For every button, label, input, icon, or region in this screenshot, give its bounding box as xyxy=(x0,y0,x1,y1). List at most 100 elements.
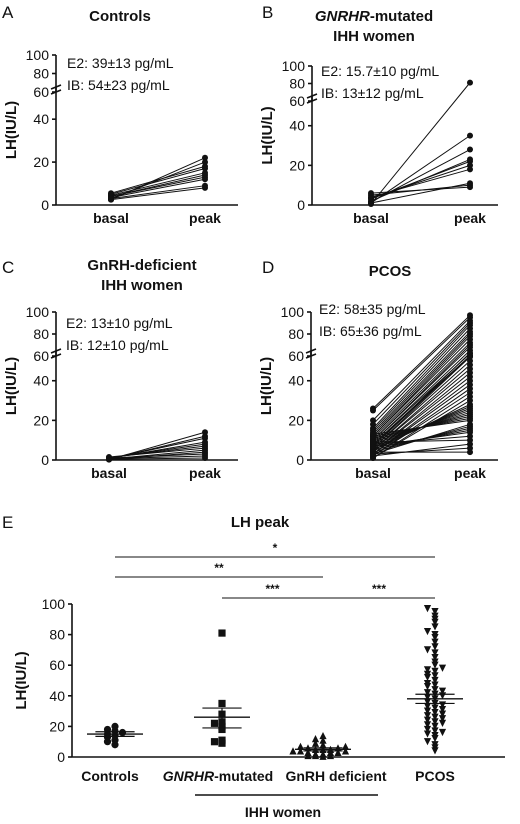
panel-e-y-tick-label-80: 80 xyxy=(49,627,65,643)
panel-d-subject-line-6 xyxy=(372,328,471,431)
panel-a-subject-line-8 xyxy=(110,165,206,194)
panel-b-x-tick-label-peak: peak xyxy=(454,210,486,226)
panel-c-subject-line-7 xyxy=(108,447,206,458)
panel-a-y-tick-label-20: 20 xyxy=(33,154,49,170)
panel-c-y-tick-label-80: 80 xyxy=(33,326,49,342)
panel-e-group-4-point-58 xyxy=(431,681,439,689)
panel-e-group-4-point-48 xyxy=(431,741,439,749)
panel-a-y-tick-label-60: 60 xyxy=(33,84,49,100)
panel-b-y-tick-label-40: 40 xyxy=(289,118,305,134)
panel-e-group-4-point-37 xyxy=(431,718,439,726)
panel-e-group-3-point-18 xyxy=(334,748,342,757)
panel-c-annotation-1: E2: 13±10 pg/mL xyxy=(66,315,173,331)
panel-e-group-4-point-41 xyxy=(423,725,432,734)
panel-e-group-4-point-22 xyxy=(423,679,432,688)
panel-b-peak-point-7 xyxy=(467,166,473,173)
panel-d-y-tick-label-100: 100 xyxy=(281,304,305,320)
panel-e-group-4-point-30 xyxy=(431,704,439,712)
panel-d-subject-line-47 xyxy=(372,439,471,443)
panel-label-e: E xyxy=(2,513,13,532)
panel-d-basal-point-50 xyxy=(370,449,376,456)
panel-c-x-tick-label-peak: peak xyxy=(189,465,221,481)
panel-e-y-axis-label: LH(IU/L) xyxy=(13,651,30,709)
panel-e-group-3-point-4 xyxy=(311,739,320,747)
panel-label-a: A xyxy=(2,3,14,22)
panel-e-cat-gnrh: GnRH deficient xyxy=(285,768,386,784)
panel-e-group-3-point-7 xyxy=(341,742,350,750)
panel-e-group-4-point-2 xyxy=(431,608,439,616)
panel-c-x-tick-label-basal: basal xyxy=(91,465,127,481)
panel-e-cat-pcos: PCOS xyxy=(415,768,455,784)
panel-c-title: GnRH-deficient xyxy=(87,257,196,274)
panel-b-x-tick-label-basal: basal xyxy=(353,210,389,226)
panel-a-y-tick-label-80: 80 xyxy=(33,66,49,82)
panel-e-group-4-point-1 xyxy=(423,604,432,613)
panel-e-group-4-point-6 xyxy=(431,623,439,631)
panel-e-group-4-point-42 xyxy=(431,727,439,735)
panel-e-significance-label-1: * xyxy=(273,541,278,555)
panel-e-group-4-point-15 xyxy=(431,658,439,666)
panel-b-subject-line-3 xyxy=(370,149,471,203)
panel-e-group-4-point-28 xyxy=(423,698,432,706)
panel-e-significance-label-3: *** xyxy=(265,582,279,596)
panel-d-basal-point-40 xyxy=(370,431,376,438)
panel-e-group-2-point-2 xyxy=(218,699,226,708)
panel-e-cat-gnrhr-rest: -mutated xyxy=(214,768,273,784)
panel-b-y-tick-label-80: 80 xyxy=(289,76,305,92)
panel-label-b: B xyxy=(262,3,273,22)
panel-e-group-4-point-13 xyxy=(431,649,439,657)
panel-e-group-4-point-39 xyxy=(423,721,432,729)
panel-e-y-tick-label-0: 0 xyxy=(57,749,65,765)
panel-e-group-1-point-10 xyxy=(111,722,119,731)
panel-e-group-4-point-24 xyxy=(431,686,439,694)
panel-a-y-axis-label: LH(IU/L) xyxy=(3,101,20,159)
panel-c-y-tick-label-60: 60 xyxy=(33,348,49,364)
panel-e-group-3-point-3 xyxy=(319,736,327,744)
panel-e-group-3-point-19 xyxy=(319,750,327,758)
panel-e-group-3-point-13 xyxy=(296,747,305,755)
panel-a-subject-line-3 xyxy=(110,178,206,198)
panel-c-subject-line-12 xyxy=(108,457,206,460)
panel-e-group-4-point-53 xyxy=(438,705,447,714)
panel-a-y-tick-label-40: 40 xyxy=(33,111,49,127)
panel-e-group-3-point-1 xyxy=(319,731,327,740)
panel-d-annotation-2: IB: 65±36 pg/mL xyxy=(319,323,422,339)
panel-e-group-3-point-5 xyxy=(319,741,327,749)
panel-a-subject-line-2 xyxy=(110,185,206,200)
panel-d-subject-line-1 xyxy=(372,314,471,409)
panel-d-subject-line-10 xyxy=(372,339,471,437)
panel-label-c: C xyxy=(2,258,14,277)
panel-d-basal-point-47 xyxy=(370,439,376,446)
panel-b-basal-point-9 xyxy=(368,190,374,197)
panel-b-title-italic: GNRHR xyxy=(315,8,370,25)
panel-e-group-4-point-57 xyxy=(438,687,447,695)
panel-a-y-tick-label-100: 100 xyxy=(26,47,50,63)
panel-d-y-tick-label-60: 60 xyxy=(288,348,304,364)
panel-d-subject-line-2 xyxy=(372,317,471,411)
panel-e-group-4-point-60 xyxy=(423,666,432,674)
panel-d-subject-line-46 xyxy=(372,435,471,445)
panel-d-subject-line-23 xyxy=(372,368,471,451)
panel-e-group-2-point-5 xyxy=(210,719,219,727)
panel-c-y-tick-label-100: 100 xyxy=(26,304,50,320)
panel-d-y-tick-label-0: 0 xyxy=(296,452,304,468)
panel-b-peak-point-10 xyxy=(467,180,473,187)
panel-d-subject-line-7 xyxy=(372,331,471,433)
panel-e-title: LH peak xyxy=(231,514,290,531)
panel-d-subject-line-13 xyxy=(372,346,471,441)
panel-e-group-4-point-21 xyxy=(431,676,439,685)
panel-c-y-tick-label-20: 20 xyxy=(33,412,49,428)
panel-e-group-4-point-11 xyxy=(431,643,439,651)
panel-e-cat-controls: Controls xyxy=(81,768,139,784)
panel-label-d: D xyxy=(262,258,274,277)
panel-e-group-1-point-7 xyxy=(118,728,127,737)
panel-b-y-tick-label-60: 60 xyxy=(289,93,305,109)
panel-e-group-4-point-14 xyxy=(431,653,439,662)
panel-d-x-tick-label-peak: peak xyxy=(454,465,486,481)
panel-a-subject-line-7 xyxy=(110,168,206,195)
panel-d-subject-line-49 xyxy=(372,447,471,455)
panel-e-group-4-point-35 xyxy=(438,715,447,723)
panel-d-subject-line-31 xyxy=(372,400,471,459)
panel-a-x-tick-label-basal: basal xyxy=(93,210,129,226)
